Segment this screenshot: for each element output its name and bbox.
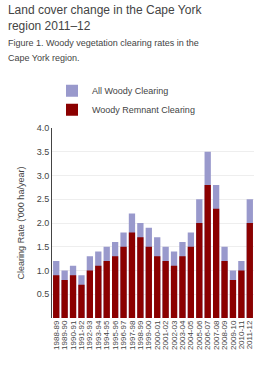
svg-text:2.5: 2.5 [37, 194, 50, 204]
svg-text:2000-01: 2000-01 [153, 320, 162, 350]
svg-text:2005-06: 2005-06 [195, 320, 204, 350]
svg-text:1999-00: 1999-00 [144, 320, 153, 350]
svg-text:2.0: 2.0 [37, 218, 50, 228]
svg-text:1990-91: 1990-91 [69, 320, 78, 350]
svg-text:2003-04: 2003-04 [178, 320, 187, 350]
svg-text:1998-99: 1998-99 [136, 320, 145, 350]
svg-text:2010-11: 2010-11 [237, 320, 246, 349]
svg-text:All Woody Clearing: All Woody Clearing [92, 86, 168, 96]
svg-text:2002-03: 2002-03 [170, 320, 179, 350]
svg-text:Land cover change in the Cape: Land cover change in the Cape Yorkregion… [8, 3, 202, 63]
svg-text:1.0: 1.0 [37, 266, 50, 276]
svg-text:1993-94: 1993-94 [94, 320, 103, 350]
svg-text:4.0: 4.0 [37, 123, 50, 133]
svg-text:1989-90: 1989-90 [60, 320, 69, 350]
svg-text:2011-12: 2011-12 [245, 320, 254, 349]
svg-text:3.0: 3.0 [37, 171, 50, 181]
svg-text:2004-05: 2004-05 [186, 320, 195, 350]
svg-text:1991-92: 1991-92 [77, 320, 86, 350]
svg-text:0.5: 0.5 [37, 289, 50, 299]
svg-text:2009-10: 2009-10 [229, 320, 238, 350]
svg-text:1995-96: 1995-96 [111, 320, 120, 350]
svg-text:2001-02: 2001-02 [161, 320, 170, 350]
svg-text:1.5: 1.5 [37, 242, 50, 252]
svg-text:1988-89: 1988-89 [52, 320, 61, 350]
svg-text:2007-08: 2007-08 [212, 320, 221, 350]
svg-text:2006-07: 2006-07 [203, 320, 212, 350]
svg-text:1992-93: 1992-93 [85, 320, 94, 350]
svg-text:2008-09: 2008-09 [220, 320, 229, 350]
svg-text:Woody Remnant Clearing: Woody Remnant Clearing [92, 105, 195, 115]
svg-text:1997-98: 1997-98 [128, 320, 137, 350]
svg-text:1994-95: 1994-95 [102, 320, 111, 350]
svg-text:3.5: 3.5 [37, 147, 50, 157]
svg-text:Clearing Rate ('000 ha/year): Clearing Rate ('000 ha/year) [16, 167, 26, 280]
svg-text:1996-97: 1996-97 [119, 320, 128, 350]
